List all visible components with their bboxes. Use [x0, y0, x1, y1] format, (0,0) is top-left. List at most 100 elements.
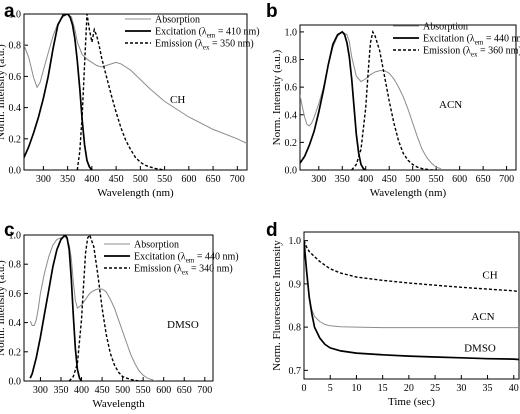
x-tick-label: 350	[53, 385, 68, 396]
x-tick-label: 650	[177, 385, 192, 396]
y-tick-label: 1.0	[9, 231, 22, 242]
series-line-absorption	[29, 235, 156, 381]
panel-label: a	[4, 1, 15, 22]
legend-text: Emission (λ	[423, 46, 471, 57]
x-axis-label: Time (sec)	[388, 396, 435, 408]
legend-tail: = 340 nm)	[189, 264, 233, 275]
legend-text: Absorption	[423, 22, 468, 33]
legend-tail: = 410 nm)	[215, 27, 259, 38]
legend-subscript: ex	[203, 44, 210, 52]
y-tick-label: 1.0	[9, 10, 22, 21]
legend-text: Excitation (λ	[155, 27, 207, 38]
y-tick-label: 1.0	[289, 236, 302, 247]
y-tick-label: 0.0	[9, 166, 22, 177]
y-tick-label: 0.0	[9, 377, 22, 388]
x-tick-label: 650	[206, 174, 221, 185]
series-line-emission	[76, 14, 165, 170]
legend-entry: Excitation (λem = 410 nm)	[155, 27, 260, 40]
x-tick-label: 500	[115, 385, 130, 396]
x-tick-label: 450	[382, 174, 397, 185]
y-tick-label: 0.6	[9, 72, 22, 83]
legend-text: Absorption	[134, 240, 179, 251]
legend-tail: = 350 nm)	[210, 39, 254, 50]
series-line-absorption	[300, 31, 442, 170]
y-tick-label: 0.8	[9, 41, 22, 52]
y-tick-label: 0.9	[289, 279, 302, 290]
legend-subscript: em	[475, 39, 484, 47]
y-tick-label: 0.2	[9, 134, 22, 145]
y-tick-label: 1.0	[285, 27, 298, 38]
x-tick-label: 400	[358, 174, 373, 185]
x-tick-label: 10	[351, 383, 361, 394]
legend-entry: Excitation (λem = 440 nm)	[423, 34, 520, 47]
y-axis-label: Norm. Intensity (a.u.)	[271, 49, 283, 145]
legend-subscript: em	[207, 32, 216, 40]
solvent-annotation: ACN	[439, 99, 462, 111]
legend-text: Emission (λ	[134, 264, 182, 275]
series-line-excitation	[29, 235, 83, 381]
series-line-emission	[68, 235, 144, 381]
plot-frame	[23, 13, 248, 171]
x-tick-label: 350	[60, 174, 75, 185]
y-tick-label: 0.4	[9, 318, 22, 329]
y-tick-label: 0.4	[285, 110, 298, 121]
x-tick-label: 450	[95, 385, 110, 396]
panel-b: b 300 350 400 450 500 550 600 650 700 0.0 0.2 0.4 0.6…	[266, 1, 520, 199]
y-axis-label: Norm. Intensity (a.u.)	[0, 260, 7, 356]
x-tick-label: 15	[378, 383, 388, 394]
legend-entry: Absorption	[155, 15, 200, 26]
x-tick-label: 35	[483, 383, 493, 394]
x-tick-label: 300	[311, 174, 326, 185]
x-tick-label: 700	[197, 385, 212, 396]
legend-text: Emission (λ	[155, 39, 203, 50]
panel-label: b	[266, 1, 278, 22]
x-tick-label: 550	[157, 174, 172, 185]
legend-subscript: ex	[471, 51, 478, 59]
y-tick-label: 0.4	[9, 103, 22, 114]
x-tick-label: 600	[452, 174, 467, 185]
legend-tail: = 360 nm)	[478, 46, 520, 57]
legend-entry: Absorption	[423, 22, 468, 33]
x-tick-label: 700	[499, 174, 514, 185]
series-label: DMSO	[464, 342, 496, 354]
legend-tail: = 440 nm)	[483, 34, 520, 45]
x-tick-label: 400	[84, 174, 99, 185]
x-tick-label: 700	[230, 174, 245, 185]
x-tick-label: 350	[335, 174, 350, 185]
x-tick-label: 40	[509, 383, 519, 394]
x-tick-label: 600	[181, 174, 196, 185]
x-tick-label: 500	[405, 174, 420, 185]
x-tick-label: 500	[133, 174, 148, 185]
solvent-annotation: CH	[170, 94, 185, 106]
plot-frame	[23, 234, 214, 382]
series-line-excitation	[300, 30, 367, 170]
series-line-dmso	[304, 240, 519, 361]
solvent-annotation: DMSO	[167, 319, 199, 331]
x-tick-label: 300	[36, 174, 51, 185]
y-tick-label: 0.2	[285, 138, 298, 149]
series-label: ACN	[471, 311, 494, 323]
y-tick-label: 0.2	[9, 347, 22, 358]
y-axis-label: Norm. Intensity (a.u.)	[0, 44, 7, 140]
legend-subscript: ex	[182, 269, 189, 277]
panel-a: a 300 350 400 450 500 550 600 650 700 0.0 0.2 0.4 0.6…	[0, 1, 260, 199]
legend-subscript: em	[186, 257, 195, 265]
x-tick-label: 400	[74, 385, 89, 396]
y-tick-label: 0.8	[9, 260, 22, 271]
legend-text: Excitation (λ	[134, 252, 186, 263]
x-tick-label: 30	[456, 383, 466, 394]
y-tick-label: 0.7	[289, 366, 302, 377]
y-tick-label: 0.0	[285, 166, 298, 177]
x-axis-label: Wavelength (nm)	[97, 187, 174, 199]
panel-label: d	[266, 220, 278, 241]
legend-text: Excitation (λ	[423, 34, 475, 45]
x-tick-label: 600	[156, 385, 171, 396]
legend-tail: = 440 nm)	[194, 252, 238, 263]
x-tick-label: 300	[33, 385, 48, 396]
x-tick-label: 550	[429, 174, 444, 185]
legend-entry: Emission (λex = 360 nm)	[423, 46, 520, 59]
series-line-excitation	[24, 14, 93, 170]
series-label: CH	[482, 270, 497, 282]
x-tick-label: 0	[302, 383, 307, 394]
